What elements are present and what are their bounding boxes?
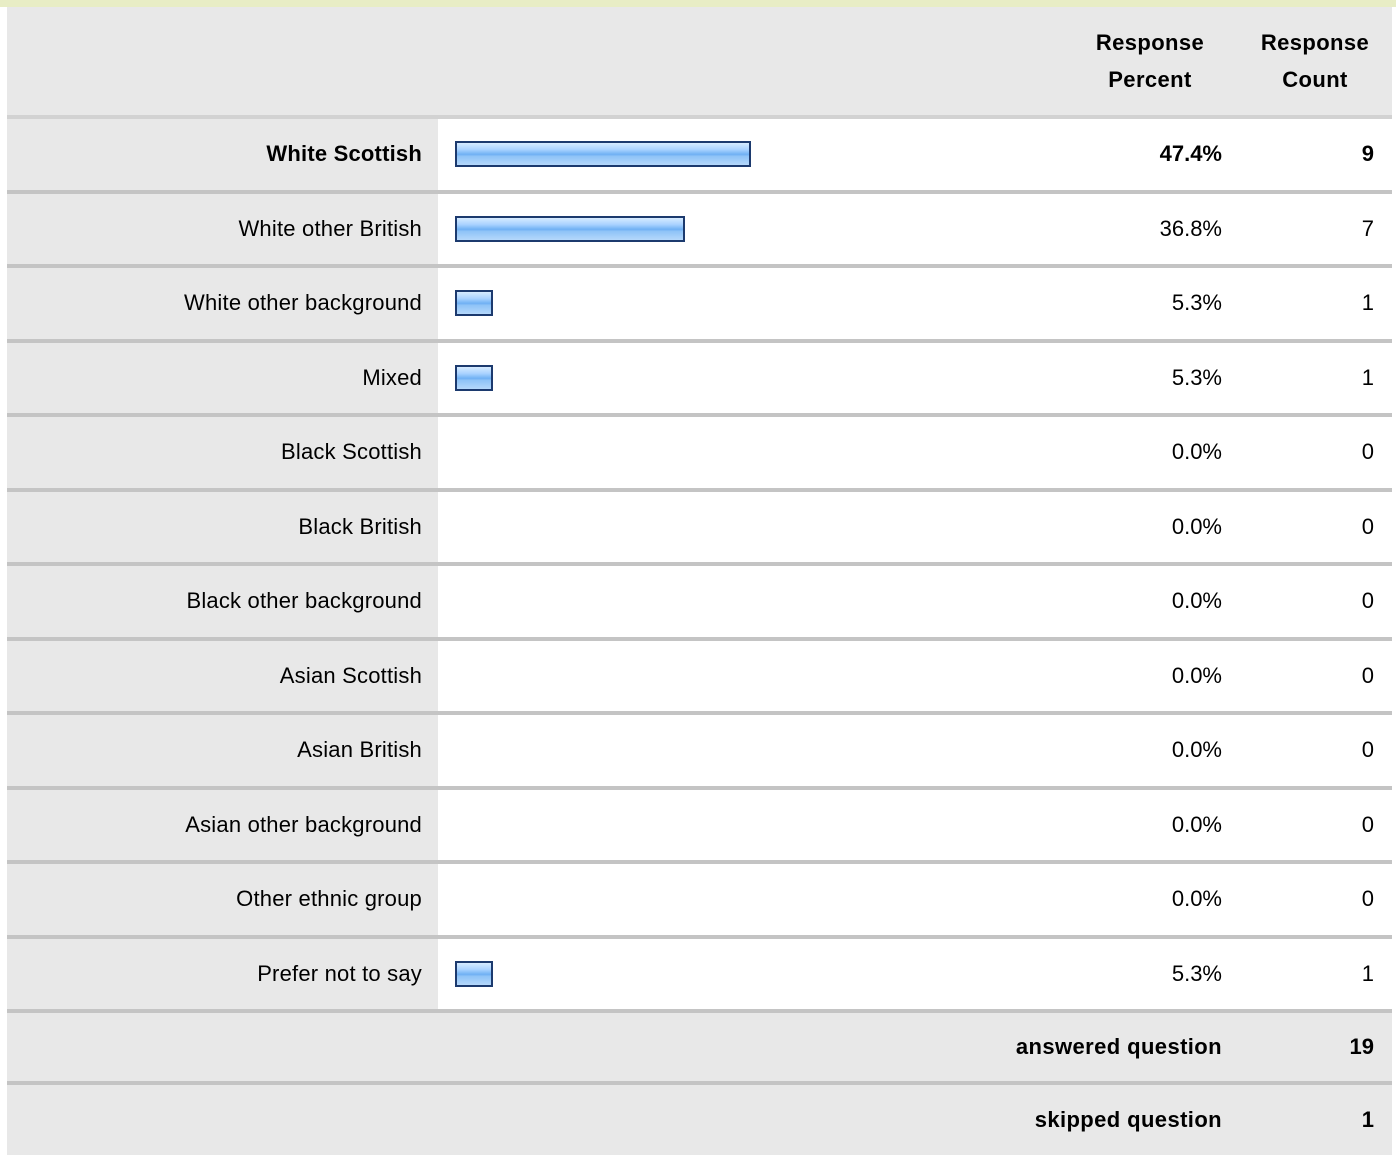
table-row: Black Scottish 0.0% 0 [7,413,1392,490]
response-percent: 5.3% [1092,264,1236,341]
table-row: Prefer not to say 5.3% 1 [7,934,1392,1011]
response-bar [455,141,751,168]
response-count: 0 [1236,487,1392,564]
response-count: 0 [1236,860,1392,937]
bar-cell [438,562,1092,639]
response-percent: 0.0% [1092,487,1236,564]
skipped-question-value: 1 [1236,1081,1392,1155]
header-response-count: Response Count [1236,7,1392,117]
response-percent: 5.3% [1092,338,1236,415]
answered-question-label: answered question [438,1009,1236,1083]
answer-label: Asian Scottish [7,636,438,713]
response-count: 7 [1236,189,1392,266]
answer-label: Black other background [7,562,438,639]
left-edge [0,7,7,1153]
response-count: 1 [1236,264,1392,341]
bar-cell [438,115,1092,192]
response-percent: 47.4% [1092,115,1236,192]
answer-label: Prefer not to say [7,934,438,1011]
table-row: Black British 0.0% 0 [7,487,1392,564]
table-row: Asian Scottish 0.0% 0 [7,636,1392,713]
answer-label: Asian other background [7,785,438,862]
table-row: White Scottish 47.4% 9 [7,115,1392,192]
answer-rows: White Scottish 47.4% 9 White other British 3… [7,115,1392,1011]
bar-cell [438,934,1092,1011]
bar-cell [438,785,1092,862]
header-response-percent: Response Percent [1092,7,1236,117]
answer-label: Asian British [7,711,438,788]
response-percent: 0.0% [1092,562,1236,639]
response-bar [455,960,493,987]
bar-cell [438,189,1092,266]
bar-cell [438,487,1092,564]
answer-label: Black British [7,487,438,564]
bar-cell [438,338,1092,415]
response-count: 0 [1236,711,1392,788]
answered-question-value: 19 [1236,1009,1392,1083]
response-bar [455,290,493,317]
answered-question-row: answered question 19 [7,1009,1392,1083]
skipped-question-label: skipped question [438,1081,1236,1155]
skipped-question-row: skipped question 1 [7,1081,1392,1155]
response-bar [455,215,685,242]
answer-label: Other ethnic group [7,860,438,937]
summary-blank [7,1009,438,1083]
response-percent: 0.0% [1092,711,1236,788]
bar-cell [438,413,1092,490]
response-count: 9 [1236,115,1392,192]
response-count: 0 [1236,562,1392,639]
response-count: 0 [1236,785,1392,862]
top-border-strip [0,0,1396,7]
table-row: Asian other background 0.0% 0 [7,785,1392,862]
response-count: 1 [1236,338,1392,415]
answer-label: White Scottish [7,115,438,192]
header-blank-bar [438,7,1092,117]
table-row: Asian British 0.0% 0 [7,711,1392,788]
response-table: Response Percent Response Count White Sc… [7,7,1392,1155]
response-percent: 0.0% [1092,860,1236,937]
response-percent: 5.3% [1092,934,1236,1011]
response-count: 0 [1236,636,1392,713]
answer-label: Black Scottish [7,413,438,490]
response-percent: 0.0% [1092,785,1236,862]
summary-rows: answered question 19 skipped question 1 [7,1009,1392,1155]
table-row: White other background 5.3% 1 [7,264,1392,341]
response-count: 0 [1236,413,1392,490]
table-row: Other ethnic group 0.0% 0 [7,860,1392,937]
table-row: White other British 36.8% 7 [7,189,1392,266]
table-row: Mixed 5.3% 1 [7,338,1392,415]
answer-label: Mixed [7,338,438,415]
table-header-row: Response Percent Response Count [7,7,1392,117]
response-percent: 0.0% [1092,413,1236,490]
response-percent: 36.8% [1092,189,1236,266]
response-percent: 0.0% [1092,636,1236,713]
response-bar [455,364,493,391]
table-row: Black other background 0.0% 0 [7,562,1392,639]
bar-cell [438,711,1092,788]
header-blank-label [7,7,438,117]
bar-cell [438,636,1092,713]
bar-cell [438,860,1092,937]
bar-cell [438,264,1092,341]
answer-label: White other British [7,189,438,266]
answer-label: White other background [7,264,438,341]
response-count: 1 [1236,934,1392,1011]
summary-blank [7,1081,438,1155]
